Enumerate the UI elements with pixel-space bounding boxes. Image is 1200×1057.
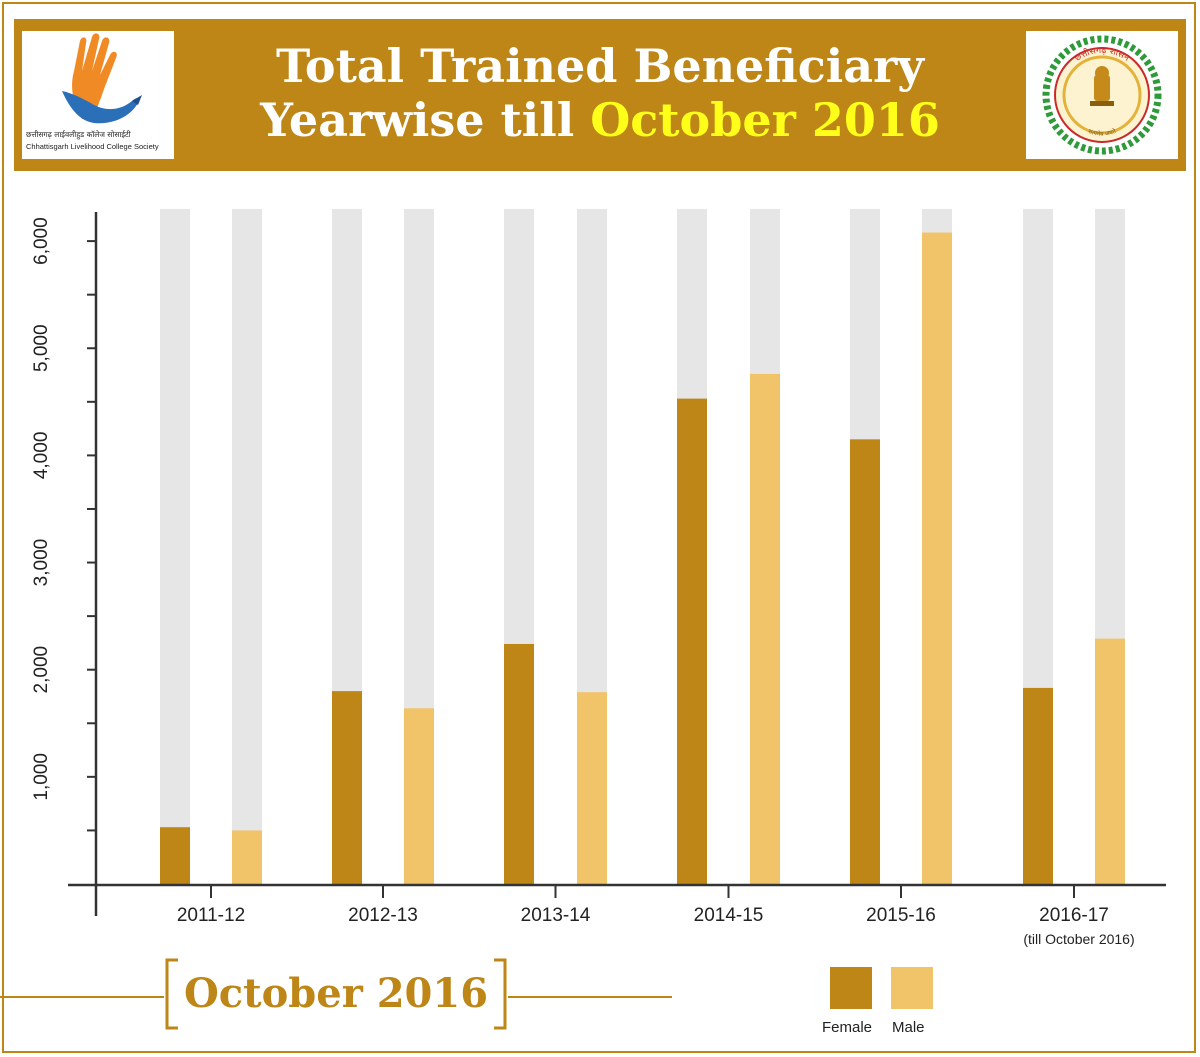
x-tick-label: 2013-14 (521, 905, 591, 926)
svg-text:सत्यमेव जयते: सत्यमेव जयते (1087, 127, 1118, 138)
emblem-text-bottom: सत्यमेव जयते (1087, 127, 1118, 138)
bar-female-2016-17 (1023, 687, 1053, 884)
bar-female-2015-16 (850, 439, 880, 884)
data-bars (160, 232, 1125, 884)
title-line-2-prefix: Yearwise till (260, 93, 591, 147)
title-line-1: Total Trained Beneficiary (275, 39, 925, 93)
bar-background-tracks (160, 208, 1125, 884)
x-tick-sublabel: (till October 2016) (1023, 931, 1134, 947)
bar-male-2011-12 (232, 830, 262, 884)
footer-line-right (508, 996, 672, 998)
bar-female-2011-12 (160, 827, 190, 884)
logo-english-text: Chhattisgarh Livelihood College Society (26, 142, 159, 151)
bar-track (160, 208, 190, 884)
x-axis-ticks: 2011-12 2012-13 2013-14 2014-15 2015-16 2016-… (177, 885, 1135, 947)
state-emblem-icon: छत्तीसगढ़ शासन सत्यमेव जयते (1042, 35, 1162, 155)
bar-female-2014-15 (677, 398, 707, 884)
legend-label-male: Male (892, 1019, 925, 1036)
y-tick-label: 2,000 (31, 646, 52, 694)
bar-female-2012-13 (332, 691, 362, 884)
bar-female-2013-14 (504, 643, 534, 884)
y-axis-ticks: 1,000 2,000 3,000 4,000 5,000 6,000 (31, 217, 96, 832)
x-tick-label: 2012-13 (348, 905, 418, 926)
x-tick-label: 2015-16 (866, 905, 936, 926)
y-tick-label: 3,000 (31, 539, 52, 587)
bar-male-2012-13 (404, 708, 434, 884)
college-society-logo: छत्तीसगढ़ लाईवलीहुड कॉलेज सोसाईटी Chhatt… (22, 31, 174, 159)
logo-hindi-text: छत्तीसगढ़ लाईवलीहुड कॉलेज सोसाईटी (26, 130, 131, 139)
y-tick-label: 1,000 (31, 753, 52, 801)
y-tick-label: 5,000 (31, 324, 52, 372)
legend-swatch-male (891, 967, 933, 1009)
legend-label-female: Female (822, 1019, 873, 1036)
footer-title: October 2016 (183, 970, 489, 1017)
bar-track (232, 208, 262, 884)
title-highlight: October 2016 (590, 93, 940, 147)
bar-male-2016-17 (1095, 638, 1125, 884)
bar-male-2013-14 (577, 692, 607, 884)
page-title: Total Trained Beneficiary Yearwise till … (184, 39, 1016, 147)
title-line-2: Yearwise till October 2016 (184, 93, 1016, 147)
footer-line-left (0, 996, 164, 998)
x-tick-label: 2014-15 (694, 905, 764, 926)
hand-bird-icon (62, 33, 142, 124)
footer-bracket-left (165, 958, 178, 1030)
y-tick-label: 4,000 (31, 432, 52, 480)
x-tick-label: 2016-17 (1039, 905, 1109, 926)
bar-male-2015-16 (922, 232, 952, 884)
bar-male-2014-15 (750, 373, 780, 884)
y-tick-label: 6,000 (31, 217, 52, 265)
footer-bracket-right (494, 958, 507, 1030)
header-banner: छत्तीसगढ़ लाईवलीहुड कॉलेज सोसाईटी Chhatt… (14, 19, 1186, 171)
x-tick-label: 2011-12 (177, 905, 245, 926)
government-emblem-logo: छत्तीसगढ़ शासन सत्यमेव जयते (1026, 31, 1178, 159)
legend-swatch-female (830, 967, 872, 1009)
